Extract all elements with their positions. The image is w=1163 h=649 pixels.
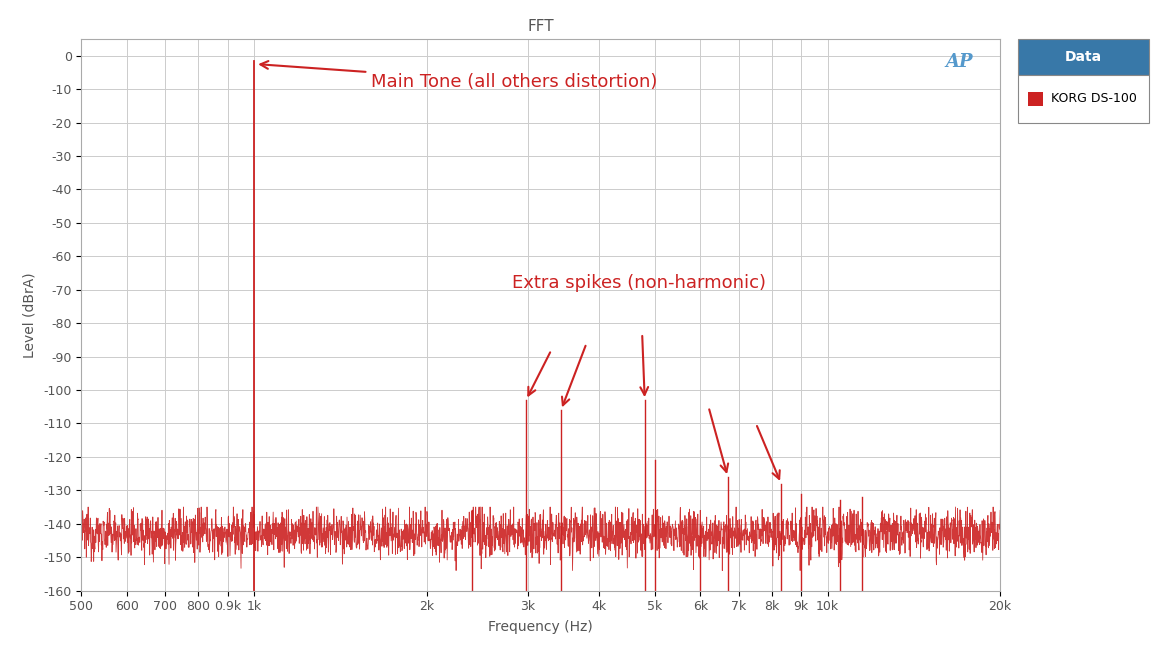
Text: Extra spikes (non-harmonic): Extra spikes (non-harmonic) [513,274,766,292]
Text: KORG DS-100: KORG DS-100 [1051,92,1137,106]
X-axis label: Frequency (Hz): Frequency (Hz) [488,620,593,634]
Title: FFT: FFT [528,19,554,34]
Y-axis label: Level (dBrA): Level (dBrA) [22,272,36,358]
Text: AP: AP [946,53,972,71]
Text: Data: Data [1065,50,1101,64]
Text: Main Tone (all others distortion): Main Tone (all others distortion) [261,61,657,92]
